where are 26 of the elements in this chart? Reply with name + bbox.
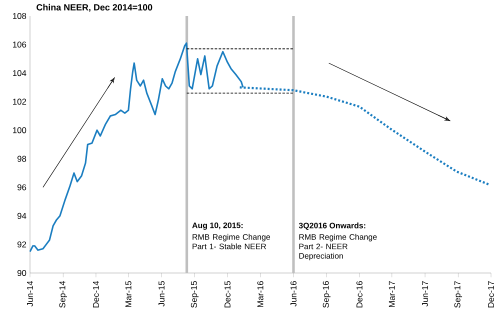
y-tick-label: 96 bbox=[17, 184, 26, 190]
y-tick-label: 102 bbox=[12, 98, 26, 105]
y-tick-label: 108 bbox=[12, 13, 26, 19]
x-tick-label: Sep-14 bbox=[59, 281, 67, 308]
x-tick-label: Dec-16 bbox=[356, 281, 362, 308]
x-tick-label: Mar-17 bbox=[388, 281, 395, 307]
x-tick-label: Sep-15 bbox=[190, 281, 199, 308]
x-tick-label: Mar-16 bbox=[257, 281, 264, 307]
chart-title: China NEER, Dec 2014=100 bbox=[36, 4, 152, 12]
x-tick-label: Dec-15 bbox=[224, 281, 230, 308]
x-tick-label: Jun-14 bbox=[27, 281, 33, 307]
y-tick-label: 92 bbox=[17, 241, 26, 248]
y-tick-label: 90 bbox=[17, 270, 26, 276]
y-tick-label: 94 bbox=[17, 212, 26, 219]
x-tick-label: Jun-15 bbox=[158, 281, 165, 307]
y-tick-label: 106 bbox=[12, 42, 26, 48]
x-tick-label: Mar-15 bbox=[125, 281, 132, 307]
y-tick-label: 100 bbox=[12, 127, 26, 134]
y-tick-label: 104 bbox=[12, 70, 26, 76]
x-tick-label: Jun-17 bbox=[422, 281, 428, 307]
x-tick-label: Sep-16 bbox=[322, 281, 330, 308]
x-tick-label: Dec-14 bbox=[93, 281, 99, 308]
x-tick-label: Dec-17 bbox=[488, 281, 494, 308]
y-tick-label: 98 bbox=[17, 156, 26, 162]
x-tick-label: Jun-16 bbox=[290, 281, 296, 307]
x-tick-label: Sep-17 bbox=[454, 281, 462, 308]
